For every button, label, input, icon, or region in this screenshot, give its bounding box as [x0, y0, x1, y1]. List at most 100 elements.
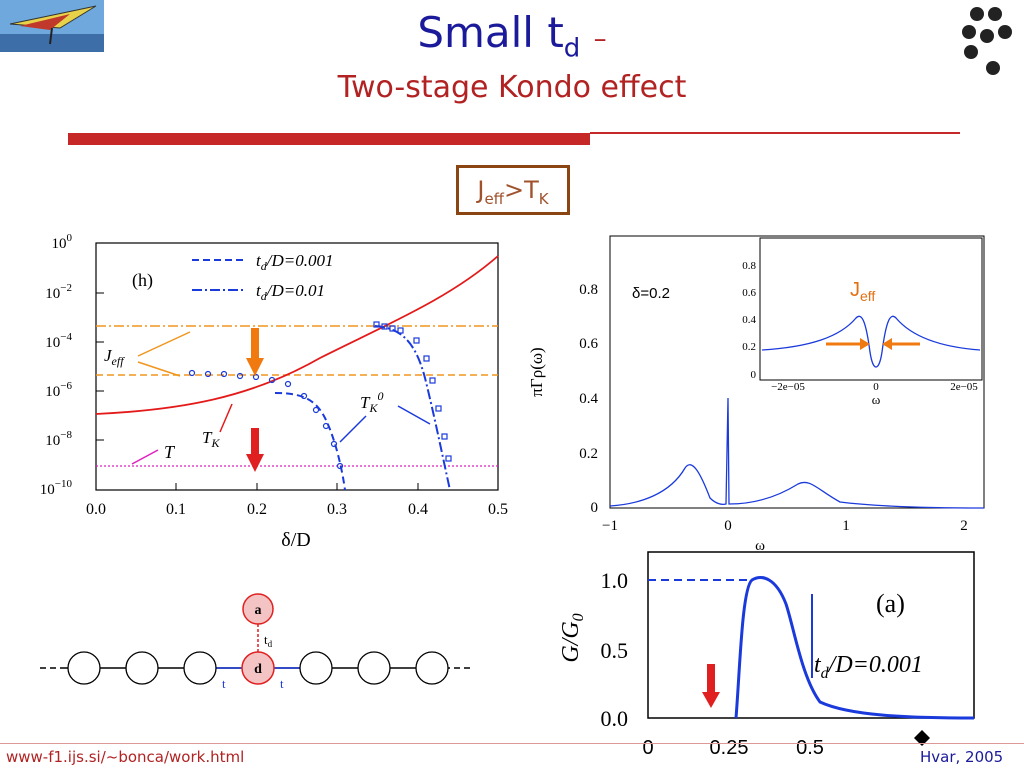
chain-site [125, 651, 159, 685]
orange-arrow-shaft [251, 328, 259, 358]
ytick-label: 0.6 [579, 336, 598, 352]
hop-t-left-label: t [222, 676, 226, 691]
label-t: T [164, 442, 176, 462]
xtick-label: 0.1 [166, 501, 186, 518]
ytick-label: 100 [52, 232, 73, 252]
site-a [242, 593, 274, 625]
annotation: td/D=0.001 [814, 652, 923, 682]
data-point [188, 369, 196, 377]
chain-site [299, 651, 333, 685]
inset-ytick-label: 0 [751, 369, 757, 381]
ytick-label: 0.2 [579, 446, 598, 462]
tk-curve [95, 255, 499, 415]
ytick-label: 10−6 [45, 380, 72, 400]
figure-spectral: πΓρ(ω) 0 0.2 0.4 0.6 0.8 −1 0 1 2 ω δ=0.… [527, 235, 985, 554]
tk0-arrow-left [339, 415, 367, 443]
diamond-marker [914, 730, 930, 746]
data-point [300, 392, 308, 400]
data-point [441, 433, 448, 440]
dots-logo [955, 0, 1024, 86]
red-arrow-shaft [707, 664, 715, 692]
red-arrow-head [702, 692, 720, 708]
title-dash: – [593, 24, 607, 54]
page-title: Small td – [417, 8, 607, 64]
xtick-label: −1 [602, 518, 618, 534]
legend-label-2: td/D=0.01 [256, 281, 325, 303]
data-point [330, 440, 338, 448]
site-d-label: d [254, 662, 262, 677]
inset-ytick-label: 0.2 [742, 341, 756, 353]
chain-site [415, 651, 449, 685]
xtick-label: 1 [842, 518, 850, 534]
ytick-label: 1.0 [601, 568, 629, 593]
inset-ytick-label: 0.8 [742, 260, 756, 272]
ytick-label: 10−8 [45, 429, 72, 449]
tk0-arrow-right [397, 405, 431, 425]
title-divider-bar [68, 133, 590, 145]
inset-ytick-label: 0.4 [742, 314, 756, 326]
data-point [284, 380, 292, 388]
label-tk: TK [202, 428, 220, 450]
data-point [312, 406, 320, 414]
data-point [413, 337, 420, 344]
jeff-arrow-upper [137, 331, 191, 357]
series-td-0001 [274, 392, 346, 491]
label-tk0: TK0 [360, 389, 383, 415]
data-point [268, 376, 276, 384]
ytick-label: 0.0 [601, 706, 629, 731]
ytick-label: 0 [591, 500, 599, 516]
condition-box: Jeff>TK [456, 165, 570, 215]
ytick-label: 10−4 [45, 331, 72, 351]
legend-label-1: td/D=0.001 [256, 251, 333, 273]
ytick-label: 10−2 [45, 282, 72, 302]
chain-site [67, 651, 101, 685]
hop-t-right-label: t [280, 676, 284, 691]
inset-ytick-label: 0.6 [742, 287, 756, 299]
site-d [241, 651, 275, 685]
data-point [204, 370, 212, 378]
ytick-label: 0.8 [579, 282, 598, 298]
xtick-label: 0.5 [796, 737, 824, 759]
hop-td-label: td [264, 632, 273, 649]
panel-label: (h) [132, 270, 153, 291]
label-jeff: Jeff [104, 346, 125, 368]
data-point [429, 377, 436, 384]
glider-logo [0, 0, 104, 52]
inset-xtick-label: 0 [873, 381, 879, 393]
inset-arrow-left-head [860, 338, 870, 350]
data-point [252, 373, 260, 381]
inset-arrow-right-head [882, 338, 892, 350]
data-point [373, 321, 380, 328]
footer-rule [0, 743, 1024, 744]
title-divider-line [590, 132, 960, 134]
xtick-label: 0.3 [327, 501, 347, 518]
red-arrow-head [246, 454, 264, 472]
delta-label: δ=0.2 [632, 285, 670, 302]
rho-curve [609, 397, 985, 509]
site-a-label: a [255, 603, 262, 618]
xtick-label: 0.25 [710, 737, 749, 759]
xtick-label: 0 [724, 518, 732, 534]
panel-label: (a) [876, 589, 905, 618]
xtick-label: 0.2 [247, 501, 267, 518]
series-td-001 [374, 325, 451, 491]
data-point [220, 370, 228, 378]
chain-diagram: a d td t t [40, 593, 470, 691]
orange-arrow-head [246, 358, 264, 376]
data-point [389, 325, 396, 332]
chain-site [357, 651, 391, 685]
t-arrow [131, 449, 159, 465]
ytick-label: 0.4 [579, 391, 598, 407]
xtick-label: 0.5 [488, 501, 508, 518]
page-subtitle: Two-stage Kondo effect [337, 70, 687, 105]
square-markers [373, 321, 452, 462]
data-point [236, 372, 244, 380]
data-point [435, 405, 442, 412]
data-point [381, 323, 388, 330]
jeff-arrow-lower [137, 361, 181, 377]
footer-url[interactable]: www-f1.ijs.si/~bonca/work.html [6, 748, 245, 766]
inset-x-axis-label: ω [872, 392, 881, 407]
red-arrow-shaft [251, 428, 259, 454]
ytick-label: 10−10 [40, 478, 73, 498]
inset-xtick-label: −2e−05 [771, 381, 805, 393]
